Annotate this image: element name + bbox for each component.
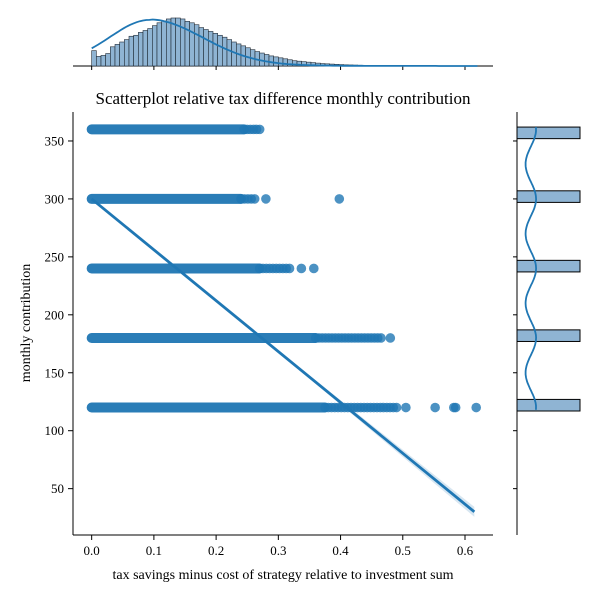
scatter-point (254, 124, 265, 135)
histogram-bar (147, 28, 153, 67)
x-tick-label: 0.0 (84, 543, 100, 558)
scatter-point (284, 263, 295, 274)
y-tick-label: 150 (45, 365, 65, 380)
histogram-bar (156, 22, 162, 67)
x-tick-label: 0.5 (395, 543, 411, 558)
y-tick-label: 100 (45, 423, 65, 438)
scatter-point (450, 402, 461, 413)
histogram-bar (105, 53, 111, 67)
x-tick-label: 0.1 (146, 543, 162, 558)
y-tick-label: 250 (45, 249, 65, 264)
scatter-point (309, 263, 319, 274)
histogram-bar (128, 35, 134, 67)
histogram-bar (217, 34, 223, 67)
histogram-bar (516, 398, 581, 412)
main-scatter-plot (86, 124, 482, 517)
scatter-point (334, 194, 345, 204)
histogram-bar (208, 31, 214, 67)
x-axis: 0.0 0.1 0.2 0.3 0.4 0.5 0.6 (73, 534, 493, 558)
marginal-x-histogram (73, 17, 493, 70)
marginal-y-histogram (513, 112, 581, 535)
histogram-bar (91, 50, 97, 67)
scatter-band-240 (86, 263, 319, 274)
scatter-point (430, 402, 440, 413)
scatter-point (376, 333, 386, 343)
histogram-bar (96, 56, 102, 67)
x-tick-label: 0.4 (332, 543, 349, 558)
scatter-point (391, 402, 402, 413)
scatter-band-180 (86, 332, 396, 343)
histogram-bar (114, 44, 120, 67)
histogram-bar (516, 259, 581, 273)
scatter-point (296, 263, 307, 274)
histogram-bar (142, 30, 148, 67)
histogram-bar (166, 18, 172, 67)
y-tick-label: 350 (45, 133, 65, 148)
scatter-point (471, 402, 482, 413)
histogram-bar (203, 29, 209, 67)
x-axis-label: tax savings minus cost of strategy relat… (113, 568, 454, 583)
histogram-bar (124, 39, 130, 67)
regression-line (90, 197, 476, 513)
histogram-bar (138, 32, 144, 67)
histogram-bar (161, 20, 167, 67)
y-axis: 50 100 150 200 250 300 350 (45, 112, 74, 535)
histogram-bar (152, 25, 158, 67)
histogram-bar (100, 55, 106, 67)
x-tick-label: 0.3 (270, 543, 286, 558)
histogram-bar (278, 57, 284, 67)
histogram-bar (133, 34, 139, 67)
y-tick-label: 50 (51, 481, 64, 496)
marginal-y-kde-curve (524, 127, 538, 410)
scatter-point (261, 194, 271, 204)
histogram-bar (194, 24, 200, 67)
chart-title: Scatterplot relative tax difference mont… (96, 89, 471, 108)
x-tick-label: 0.2 (208, 543, 224, 558)
histogram-bar (226, 39, 232, 67)
histogram-bar (516, 126, 581, 140)
scatter-band-300 (86, 193, 345, 204)
histogram-bar (516, 329, 581, 342)
histogram-bar (110, 46, 116, 67)
histogram-bar (198, 27, 204, 67)
scatter-band-120 (86, 402, 482, 413)
histogram-bar (212, 33, 218, 67)
marginal-x-kde-curve (91, 18, 478, 67)
scatter-point (385, 333, 396, 343)
scatter-point (249, 194, 260, 204)
histogram-bar (268, 55, 274, 67)
scatter-band-360 (86, 124, 265, 135)
x-tick-label: 0.6 (457, 543, 474, 558)
scatter-point (401, 402, 411, 413)
histogram-bar (516, 190, 581, 203)
histogram-bar (222, 36, 228, 67)
y-axis-label: monthly contribution (19, 264, 34, 383)
histogram-bar (119, 41, 125, 67)
histogram-bar (273, 56, 279, 67)
y-tick-label: 300 (45, 191, 65, 206)
y-tick-label: 200 (45, 307, 65, 322)
histogram-bar (189, 22, 195, 67)
